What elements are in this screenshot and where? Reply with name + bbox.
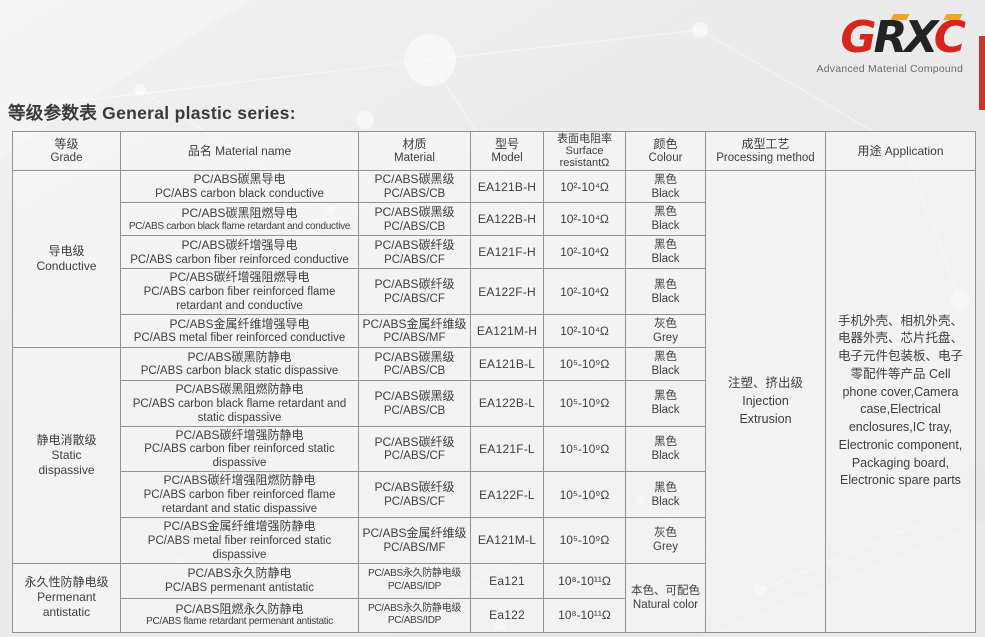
colour-cell: 灰色 Grey [625, 313, 706, 348]
resistance-cell: 10⁵-10⁹Ω [543, 516, 626, 564]
table-row: PC/ABS碳纤增强阻燃导电 PC/ABS carbon fiber reinfo… [13, 268, 976, 315]
table-row: PC/ABS阻燃永久防静电 PC/ABS flame retardant perm… [13, 597, 976, 633]
table-row: 永久性防静电级 Permenant antistatic PC/ABS永久防静电 PC… [12, 562, 976, 633]
material-name-cell: PC/ABS碳纤增强导电 PC/ABS carbon fiber reinforc… [120, 235, 359, 270]
material-cell: PC/ABS碳纤级 PC/ABS/CF [358, 425, 471, 473]
header-processing: 成型工艺 Processing method [705, 130, 826, 172]
material-name-cell: PC/ABS碳黑防静电 PC/ABS carbon black static di… [120, 346, 359, 381]
model-cell: EA121F-H [470, 235, 544, 270]
resistance-cell: 10²-10⁴Ω [543, 268, 626, 315]
colour-cell: 黑色 Black [625, 202, 706, 237]
material-cell: PC/ABS碳黑级 PC/ABS/CB [358, 379, 471, 427]
material-cell: PC/ABS永久防静电级 PC/ABS/IDP [358, 597, 471, 633]
resistance-cell: 10⁵-10⁹Ω [543, 425, 626, 473]
colour-cell: 黑色 Black [625, 235, 706, 270]
logo-letter: X [904, 12, 936, 63]
material-name-cell: PC/ABS碳黑阻燃导电 PC/ABS carbon black flame re… [120, 202, 359, 237]
material-name-cell: PC/ABS碳纤增强防静电 PC/ABS carbon fiber reinfor… [120, 425, 359, 473]
plastic-series-table-wrapper: 等级 Grade 品名 Material name 材质 Material 型号 Mo… [12, 130, 976, 633]
table-row: PC/ABS金属纤维增强防静电 PC/ABS metal fiber reinfo… [13, 516, 976, 564]
header-colour: 颜色 Colour [625, 130, 706, 172]
header-material-name: 品名 Material name [120, 130, 359, 172]
table-row: PC/ABS碳纤增强阻燃防静电 PC/ABS carbon fiber reinf… [13, 471, 976, 518]
resistance-cell: 10⁵-10⁹Ω [543, 379, 626, 427]
resistance-cell: 10⁵-10⁹Ω [543, 471, 626, 518]
resistance-cell: 10²-10⁴Ω [543, 170, 626, 204]
resistance-cell: 10²-10⁴Ω [543, 313, 626, 348]
material-name-cell: PC/ABS金属纤维增强导电 PC/ABS metal fiber reinfor… [120, 313, 359, 348]
model-cell: EA122B-H [470, 202, 544, 237]
resistance-cell: 10²-10⁴Ω [543, 235, 626, 270]
model-cell: EA121B-L [470, 346, 544, 381]
table-row: PC/ABS碳黑阻燃导电 PC/ABS carbon black flame re… [13, 202, 976, 237]
table-row: PC/ABS碳纤增强导电 PC/ABS carbon fiber reinforc… [13, 235, 976, 270]
model-cell: Ea121 [470, 562, 544, 599]
model-cell: EA121B-H [470, 170, 544, 204]
colour-cell-natural: 本色、可配色 Natural color [625, 562, 706, 633]
header-grade: 等级 Grade [12, 130, 121, 172]
resistance-cell: 10⁸-10¹¹Ω [543, 597, 626, 633]
application-cell: 手机外壳、相机外壳、电器外壳、芯片托盘、电子元件包装板、电子零配件等产品 Cel… [825, 170, 976, 633]
header-material: 材质 Material [358, 130, 471, 172]
processing-method-cell: 注塑、挤出级 Injection Extrusion [705, 170, 826, 633]
table-row: 静电消散级 Static dispassive PC/ABS碳黑防静电 PC/ABS … [12, 346, 976, 564]
colour-cell: 黑色 Black [625, 379, 706, 427]
colour-cell: 黑色 Black [625, 346, 706, 381]
table-row: PC/ABS碳黑阻燃防静电 PC/ABS carbon black flame r… [13, 379, 976, 427]
material-name-cell: PC/ABS永久防静电 PC/ABS permenant antistatic [120, 562, 359, 599]
header-resistance: 表面电阻率 Surface resistantΩ [543, 130, 626, 172]
page-title: 等级参数表 General plastic series: [8, 103, 296, 123]
logo-letter: G [840, 12, 876, 63]
right-edge-red-bar [979, 36, 985, 110]
material-cell: PC/ABS金属纤维级 PC/ABS/MF [358, 516, 471, 564]
header-application: 用途 Application [825, 130, 976, 172]
resistance-cell: 10²-10⁴Ω [543, 202, 626, 237]
material-cell: PC/ABS碳纤级 PC/ABS/CF [358, 235, 471, 270]
header-row: 等级 Grade 品名 Material name 材质 Material 型号 Mo… [12, 130, 976, 172]
colour-cell: 黑色 Black [625, 268, 706, 315]
material-name-cell: PC/ABS碳纤增强阻燃导电 PC/ABS carbon fiber reinfo… [120, 268, 359, 315]
material-name-cell: PC/ABS碳黑阻燃防静电 PC/ABS carbon black flame r… [120, 379, 359, 427]
material-cell: PC/ABS金属纤维级 PC/ABS/MF [358, 313, 471, 348]
model-cell: EA121F-L [470, 425, 544, 473]
colour-cell: 灰色 Grey [625, 516, 706, 564]
header-model: 型号 Model [470, 130, 544, 172]
material-name-cell: PC/ABS碳纤增强阻燃防静电 PC/ABS carbon fiber reinf… [120, 471, 359, 518]
logo-letter: R [873, 12, 907, 63]
logo-tagline: Advanced Material Compound [816, 63, 963, 75]
model-cell: EA122F-H [470, 268, 544, 315]
model-cell: EA121M-L [470, 516, 544, 564]
model-cell: EA122F-L [470, 471, 544, 518]
grade-cell-conductive: 导电级 Conductive [12, 170, 121, 348]
colour-cell: 黑色 Black [625, 471, 706, 518]
colour-cell: 黑色 Black [625, 425, 706, 473]
material-cell: PC/ABS碳黑级 PC/ABS/CB [358, 202, 471, 237]
logo-letter: C [933, 12, 966, 63]
material-name-cell: PC/ABS碳黑导电 PC/ABS carbon black conductive [120, 170, 359, 204]
colour-cell: 黑色 Black [625, 170, 706, 204]
model-cell: EA121M-H [470, 313, 544, 348]
grade-cell-permenant-antistatic: 永久性防静电级 Permenant antistatic [12, 562, 121, 633]
grade-cell-static-dispassive: 静电消散级 Static dispassive [12, 346, 121, 564]
resistance-cell: 10⁵-10⁹Ω [543, 346, 626, 381]
material-cell: PC/ABS碳纤级 PC/ABS/CF [358, 268, 471, 315]
logo-text: GRXC [840, 14, 966, 60]
model-cell: Ea122 [470, 597, 544, 633]
table-row: 导电级 Conductive PC/ABS碳黑导电 PC/ABS carbon bl… [12, 170, 976, 633]
plastic-series-table: 等级 Grade 品名 Material name 材质 Material 型号 Mo… [12, 130, 976, 633]
material-cell: PC/ABS碳纤级 PC/ABS/CF [358, 471, 471, 518]
model-cell: EA122B-L [470, 379, 544, 427]
material-name-cell: PC/ABS金属纤维增强防静电 PC/ABS metal fiber reinfo… [120, 516, 359, 564]
resistance-cell: 10⁸-10¹¹Ω [543, 562, 626, 599]
material-cell: PC/ABS碳黑级 PC/ABS/CB [358, 346, 471, 381]
logo: GRXC Advanced Material Compound [773, 14, 966, 75]
material-name-cell: PC/ABS阻燃永久防静电 PC/ABS flame retardant perm… [120, 597, 359, 633]
material-cell: PC/ABS碳黑级 PC/ABS/CB [358, 170, 471, 204]
table-row: PC/ABS碳纤增强防静电 PC/ABS carbon fiber reinfor… [13, 425, 976, 473]
material-cell: PC/ABS永久防静电级 PC/ABS/IDP [358, 562, 471, 599]
